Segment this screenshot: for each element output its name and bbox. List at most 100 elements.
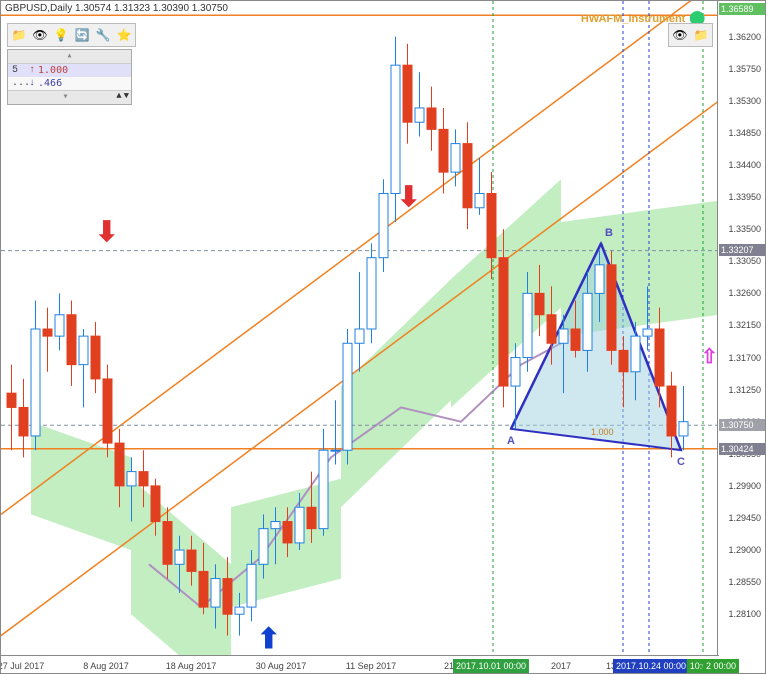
- y-tick-label: 1.31700: [728, 353, 761, 363]
- candle-body[interactable]: [79, 336, 88, 365]
- candle-body[interactable]: [271, 522, 280, 529]
- candle-body[interactable]: [655, 329, 664, 386]
- bulb-icon[interactable]: 💡: [52, 26, 70, 44]
- harmonic-point-label: B: [605, 227, 613, 239]
- candle-body[interactable]: [379, 194, 388, 258]
- y-tick-label: 1.29450: [728, 513, 761, 523]
- candle-body[interactable]: [475, 194, 484, 208]
- chart-title: GBPUSD,Daily 1.30574 1.31323 1.30390 1.3…: [5, 3, 228, 14]
- candle-body[interactable]: [451, 144, 460, 173]
- y-tick-label: 1.35750: [728, 64, 761, 74]
- candle-body[interactable]: [487, 194, 496, 258]
- candle-body[interactable]: [31, 329, 40, 436]
- panel-down-icon[interactable]: ▼: [124, 91, 129, 104]
- magenta-arrow-icon: ⇧: [701, 344, 718, 369]
- candle-body[interactable]: [403, 65, 412, 122]
- candle-body[interactable]: [259, 529, 268, 565]
- candle-body[interactable]: [679, 422, 688, 436]
- candle-body[interactable]: [175, 550, 184, 564]
- eye-icon[interactable]: 👁: [31, 26, 49, 44]
- panel-collapse-down[interactable]: ▾: [62, 91, 68, 104]
- candle-body[interactable]: [571, 329, 580, 350]
- candle-body[interactable]: [631, 336, 640, 372]
- eye-icon[interactable]: 👁: [671, 26, 689, 44]
- candle-body[interactable]: [523, 293, 532, 357]
- candle-body[interactable]: [415, 108, 424, 122]
- y-tick-label: 1.36200: [728, 32, 761, 42]
- candle-body[interactable]: [511, 358, 520, 387]
- indicator-row[interactable]: ...↓.466: [8, 77, 131, 90]
- candle-body[interactable]: [283, 522, 292, 543]
- candle-body[interactable]: [7, 393, 16, 407]
- y-tick-label: 1.34400: [728, 160, 761, 170]
- candle-body[interactable]: [643, 329, 652, 336]
- y-tick-label: 1.32600: [728, 288, 761, 298]
- y-tick-label: 1.29900: [728, 481, 761, 491]
- candle-body[interactable]: [463, 144, 472, 208]
- candle-body[interactable]: [211, 579, 220, 608]
- y-tick-label: 1.29000: [728, 545, 761, 555]
- red-arrow-icon: ⬇: [95, 215, 118, 248]
- candle-body[interactable]: [43, 329, 52, 336]
- candle-body[interactable]: [547, 315, 556, 344]
- candle-body[interactable]: [319, 450, 328, 528]
- indicator-row[interactable]: 5↑1.000: [8, 64, 131, 77]
- x-time-marker: 2 00:00: [703, 659, 739, 673]
- y-tick-label: 1.33500: [728, 224, 761, 234]
- candle-body[interactable]: [139, 472, 148, 486]
- candle-body[interactable]: [67, 315, 76, 365]
- x-tick-label: 18 Aug 2017: [166, 661, 217, 671]
- panel-collapse-up[interactable]: ▴: [8, 50, 131, 64]
- y-tick-label: 1.33050: [728, 256, 761, 266]
- candle-body[interactable]: [103, 379, 112, 443]
- candle-body[interactable]: [439, 129, 448, 172]
- toolbar-left: 📁 👁 💡 🔄 🔧 ⭐: [7, 23, 136, 47]
- candle-body[interactable]: [427, 108, 436, 129]
- candle-body[interactable]: [307, 507, 316, 528]
- candle-body[interactable]: [199, 571, 208, 607]
- y-price-marker: 1.33207: [719, 244, 765, 256]
- folder-icon[interactable]: 📁: [10, 26, 28, 44]
- candle-body[interactable]: [607, 265, 616, 351]
- candle-body[interactable]: [115, 443, 124, 486]
- candle-body[interactable]: [355, 329, 364, 343]
- candle-body[interactable]: [619, 350, 628, 371]
- folder-icon[interactable]: 📁: [692, 26, 710, 44]
- candle-body[interactable]: [223, 579, 232, 615]
- x-tick-label: 27 Jul 2017: [0, 661, 44, 671]
- y-axis: 1.362001.357501.353001.348501.344001.339…: [717, 1, 765, 657]
- x-tick-label: 8 Aug 2017: [83, 661, 129, 671]
- tool-icon[interactable]: 🔧: [94, 26, 112, 44]
- x-time-marker: 2017.10.24 00:00: [613, 659, 689, 673]
- candle-body[interactable]: [247, 564, 256, 607]
- y-tick-label: 1.34850: [728, 128, 761, 138]
- candle-body[interactable]: [55, 315, 64, 336]
- candle-body[interactable]: [187, 550, 196, 571]
- candle-body[interactable]: [499, 258, 508, 386]
- x-tick-label: 11 Sep 2017: [346, 661, 396, 671]
- candle-body[interactable]: [151, 486, 160, 522]
- y-tick-label: 1.35300: [728, 96, 761, 106]
- candle-body[interactable]: [367, 258, 376, 329]
- candle-body[interactable]: [127, 472, 136, 486]
- candle-body[interactable]: [391, 65, 400, 193]
- candle-body[interactable]: [343, 343, 352, 450]
- candle-body[interactable]: [163, 522, 172, 565]
- candle-body[interactable]: [535, 293, 544, 314]
- harmonic-point-label: C: [677, 456, 685, 468]
- candle-body[interactable]: [19, 407, 28, 436]
- star-icon[interactable]: ⭐: [115, 26, 133, 44]
- x-axis: 27 Jul 20178 Aug 201718 Aug 201730 Aug 2…: [1, 655, 719, 673]
- candle-body[interactable]: [331, 450, 340, 451]
- y-tick-label: 1.32150: [728, 320, 761, 330]
- candle-body[interactable]: [595, 265, 604, 294]
- panel-up-icon[interactable]: ▲: [116, 91, 121, 104]
- candle-body[interactable]: [583, 293, 592, 350]
- candle-body[interactable]: [91, 336, 100, 379]
- candle-body[interactable]: [235, 607, 244, 614]
- candle-body[interactable]: [667, 386, 676, 436]
- candle-body[interactable]: [559, 329, 568, 343]
- candle-body[interactable]: [295, 507, 304, 543]
- y-tick-label: 1.31250: [728, 385, 761, 395]
- refresh-icon[interactable]: 🔄: [73, 26, 91, 44]
